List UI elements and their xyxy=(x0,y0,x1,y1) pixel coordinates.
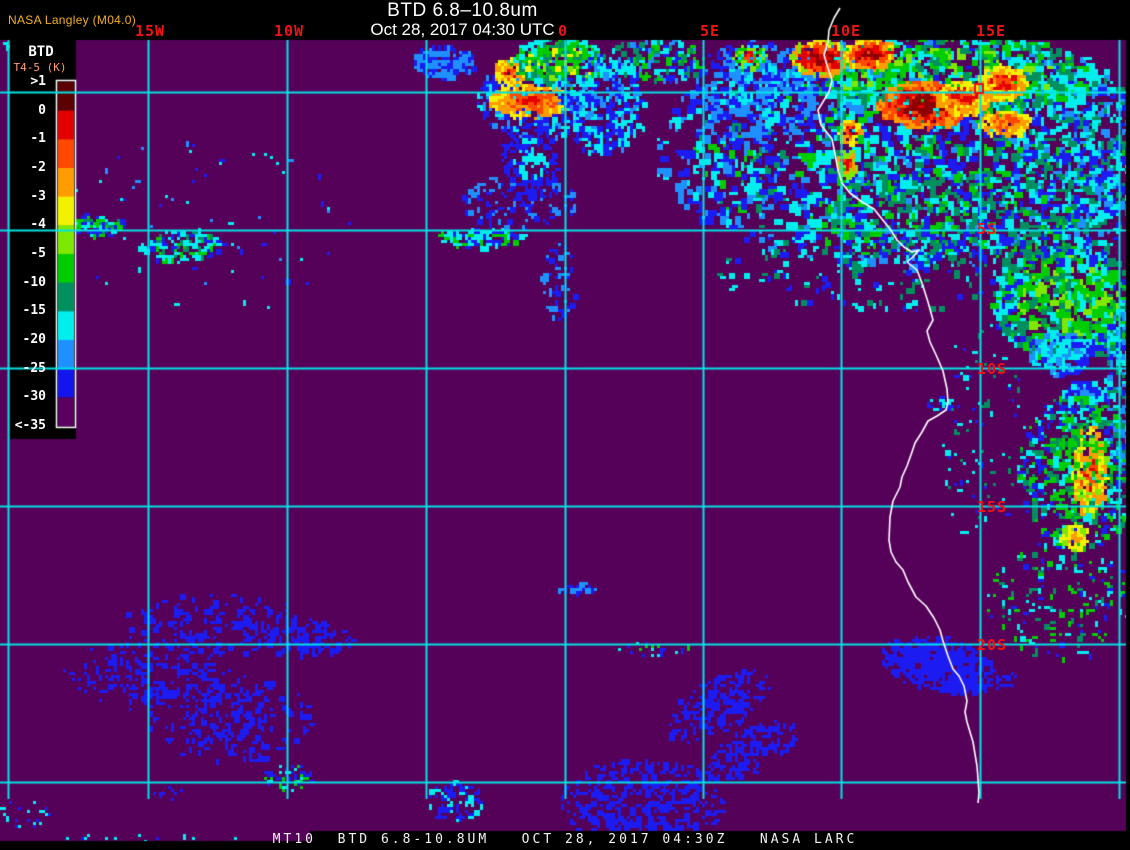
lon-label-5E: 5E xyxy=(699,22,721,40)
footer-annotation: MT10 BTD 6.8-10.8UM OCT 28, 2017 04:30Z … xyxy=(272,832,858,847)
lat-label-20S: 20S xyxy=(977,636,1008,654)
title-block: BTD 6.8–10.8um Oct 28, 2017 04:30 UTC xyxy=(270,1,655,39)
lon-label-15W: 15W xyxy=(134,22,166,40)
lat-label-10S: 10S xyxy=(977,360,1008,378)
legend-tick: -15 xyxy=(22,303,46,318)
lat-label-5S: 5S xyxy=(977,220,998,238)
legend-tick: 0 xyxy=(38,103,46,118)
legend-tick: -4 xyxy=(30,217,46,232)
legend-subtitle: T4-5 (K) xyxy=(13,61,67,74)
legend-tick: >1 xyxy=(30,74,46,89)
lon-label-10E: 10E xyxy=(830,22,862,40)
lon-label-0: 0 xyxy=(557,22,569,40)
page-title: BTD 6.8–10.8um xyxy=(387,0,538,21)
legend-tick: -5 xyxy=(30,246,46,261)
legend-tick: -2 xyxy=(30,160,46,175)
lon-label-10W: 10W xyxy=(273,22,305,40)
legend-title: BTD xyxy=(28,44,54,60)
legend-tick: <-35 xyxy=(14,418,46,433)
legend-tick: -30 xyxy=(22,389,46,404)
lon-label-15E: 15E xyxy=(975,22,1007,40)
legend-tick: -20 xyxy=(22,332,46,347)
legend-tick: -3 xyxy=(30,189,46,204)
timestamp-label: Oct 28, 2017 04:30 UTC xyxy=(370,20,555,39)
credit-label: NASA Langley (M04.0) xyxy=(8,13,137,27)
legend-tick: -25 xyxy=(22,361,46,376)
legend-tick: -1 xyxy=(30,131,46,146)
lat-label-15S: 15S xyxy=(977,498,1008,516)
legend-tick: -10 xyxy=(22,275,46,290)
